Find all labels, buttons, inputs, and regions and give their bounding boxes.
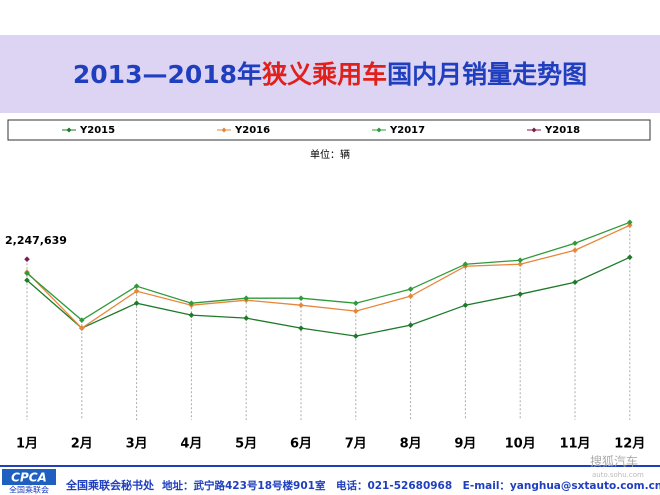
point	[353, 300, 359, 306]
point	[24, 256, 30, 263]
title-part: 2013—2018年	[73, 60, 262, 89]
point	[462, 261, 469, 268]
title-band	[0, 35, 660, 113]
point	[133, 300, 140, 306]
point	[133, 283, 140, 289]
x-tick-label: 10月	[505, 437, 536, 452]
point	[24, 277, 30, 284]
point	[243, 295, 249, 301]
point	[188, 312, 195, 318]
point	[517, 291, 523, 297]
point	[407, 322, 414, 328]
point	[79, 317, 85, 323]
point	[188, 300, 195, 306]
x-tick-label: 1月	[16, 437, 38, 452]
legend-label: Y2016	[234, 125, 270, 136]
point	[407, 286, 414, 292]
point	[298, 295, 304, 301]
data-label: 2,247,639	[5, 234, 67, 247]
legend-marker	[221, 127, 227, 133]
x-tick-label: 11月	[559, 437, 590, 452]
x-tick-label: 7月	[345, 437, 367, 452]
point	[572, 279, 578, 286]
point	[24, 270, 30, 277]
unit-label: 单位：辆	[310, 148, 350, 161]
watermark: 搜狐汽车	[590, 454, 638, 469]
x-tick-label: 2月	[71, 437, 93, 452]
logo: CPCA	[11, 471, 47, 485]
x-tick-label: 5月	[235, 437, 257, 452]
x-tick-label: 12月	[614, 437, 645, 452]
logo-sub: 全国乘联会	[9, 485, 49, 495]
point	[517, 257, 523, 264]
series-line	[26, 256, 631, 337]
watermark-url: auto.sohu.com	[592, 471, 644, 479]
x-tick-label: 9月	[454, 437, 476, 452]
x-tick-label: 8月	[400, 437, 422, 452]
legend-marker	[531, 127, 537, 133]
legend-box	[7, 119, 651, 141]
point	[627, 219, 633, 226]
logo-box	[2, 469, 56, 485]
point	[298, 302, 304, 309]
x-tick-label: 4月	[180, 437, 202, 452]
point	[517, 261, 523, 268]
point	[298, 325, 304, 331]
legend-label: Y2018	[544, 125, 580, 136]
footer-contact: 地址：武宁路423号18号楼901室 电话：021-52680968 E-mai…	[162, 479, 660, 492]
point	[353, 333, 359, 339]
footer-org: 全国乘联会秘书处	[65, 478, 155, 492]
title-part: 国内月销量走势图	[387, 60, 587, 89]
chart-title: 2013—2018年狭义乘用车国内月销量走势图	[73, 60, 587, 89]
point	[572, 240, 578, 247]
x-tick-label: 3月	[126, 437, 148, 452]
point	[627, 254, 633, 261]
legend-label: Y2017	[389, 125, 425, 136]
series-line	[26, 224, 631, 330]
point	[462, 302, 469, 309]
series-line	[26, 221, 631, 321]
point	[243, 315, 249, 321]
point	[407, 293, 414, 299]
legend-label: Y2015	[79, 125, 115, 136]
legend-marker	[376, 127, 382, 133]
point	[79, 325, 85, 331]
legend-marker	[66, 127, 72, 133]
point	[572, 247, 578, 254]
x-tick-label: 6月	[290, 437, 312, 452]
point	[353, 308, 359, 314]
point	[627, 222, 633, 229]
point	[133, 288, 140, 294]
title-part: 狭义乘用车	[261, 60, 387, 89]
